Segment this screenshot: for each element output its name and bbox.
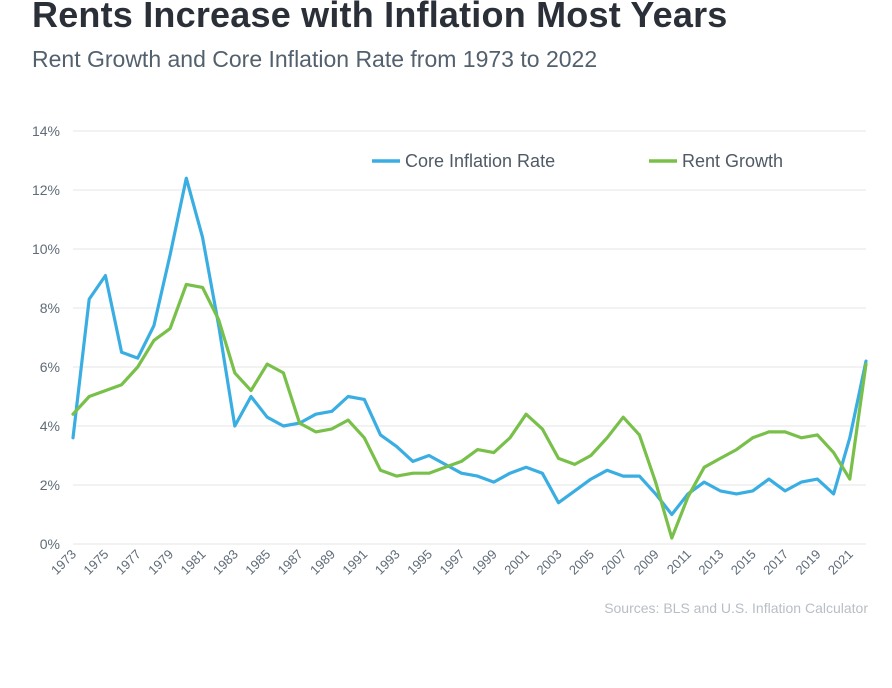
y-axis-ticks: 0% 2% 4% 6% 8% 10% 12% 14% [32, 123, 60, 552]
x-tick-label: 2017 [760, 547, 791, 578]
x-tick-label: 2015 [728, 547, 759, 578]
legend-label-rent-growth: Rent Growth [682, 151, 783, 171]
y-tick-label: 4% [40, 418, 60, 434]
x-tick-label: 1983 [210, 547, 241, 578]
y-tick-label: 0% [40, 536, 60, 552]
x-tick-label: 2007 [598, 547, 629, 578]
y-tick-label: 14% [32, 123, 60, 139]
x-tick-label: 1975 [80, 547, 111, 578]
x-tick-label: 2019 [793, 547, 824, 578]
x-tick-label: 2021 [825, 547, 856, 578]
y-tick-label: 6% [40, 359, 60, 375]
source-note: Sources: BLS and U.S. Inflation Calculat… [604, 600, 868, 616]
y-tick-label: 2% [40, 477, 60, 493]
series-lines [71, 176, 868, 540]
x-tick-label: 1995 [404, 547, 435, 578]
y-tick-label: 12% [32, 182, 60, 198]
legend: Core Inflation Rate Rent Growth [372, 151, 783, 171]
x-tick-label: 1981 [178, 547, 209, 578]
x-tick-label: 1997 [436, 547, 467, 578]
x-tick-label: 1977 [113, 547, 144, 578]
x-tick-label: 2001 [501, 547, 532, 578]
x-tick-label: 2013 [695, 547, 726, 578]
x-tick-label: 1989 [307, 547, 338, 578]
x-tick-label: 2011 [664, 547, 694, 577]
x-tick-label: 1979 [145, 547, 176, 578]
x-tick-label: 1985 [242, 547, 273, 578]
x-tick-label: 2009 [631, 547, 662, 578]
y-tick-label: 10% [32, 241, 60, 257]
x-tick-label: 2005 [566, 547, 597, 578]
x-tick-label: 1993 [372, 547, 403, 578]
x-axis-ticks: 1973 1975 1977 1979 1981 1983 1985 1987 1989 1991… [48, 547, 856, 578]
x-tick-label: 1987 [275, 547, 306, 578]
chart-subtitle: Rent Growth and Core Inflation Rate from… [32, 46, 598, 72]
x-tick-label: 1999 [469, 547, 500, 578]
x-tick-label: 2003 [534, 547, 565, 578]
legend-label-core-inflation-rate: Core Inflation Rate [405, 151, 555, 171]
core-inflation-rate-line [71, 176, 868, 517]
rent-growth-line [71, 282, 868, 540]
chart-title: Rents Increase with Inflation Most Years [32, 0, 728, 35]
x-tick-label: 1991 [339, 547, 370, 578]
y-tick-label: 8% [40, 300, 60, 316]
